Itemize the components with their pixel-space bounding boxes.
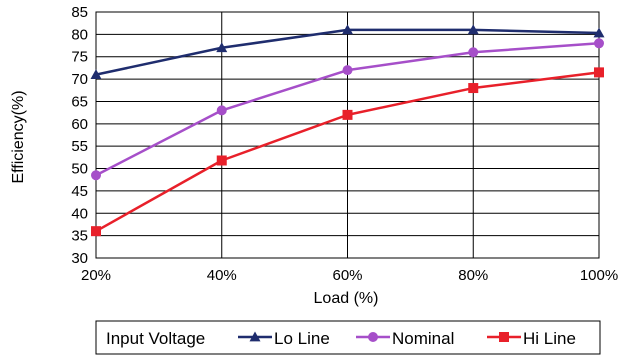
legend-marker-circle [368,332,378,342]
legend-label: Nominal [392,329,454,348]
y-tick-label: 70 [71,71,88,88]
y-axis-label: Efficiency(%) [10,90,27,183]
tick-labels: 30 35 40 45 50 55 60 65 70 75 80 85 20% 40% 60% 80% 100% [71,4,618,284]
data-point-square [594,67,604,78]
data-point-triangle [593,27,605,38]
legend-label: Lo Line [274,329,330,348]
legend-title: Input Voltage [106,329,205,348]
data-point-circle [594,38,604,49]
legend-item-nominal: Nominal [356,329,454,348]
data-point-triangle [90,69,102,80]
data-point-square [216,155,227,166]
series-nominal [91,38,604,181]
y-tick-label: 65 [71,93,88,110]
legend-marker-square [499,332,509,342]
legend-items: Lo Line Nominal Hi Line [238,329,576,348]
x-tick-label: 100% [580,267,618,284]
legend-item-hi-line: Hi Line [487,329,576,348]
y-tick-label: 40 [71,205,88,222]
data-point-triangle [216,42,228,53]
data-point-triangle [342,24,353,35]
y-tick-label: 35 [71,228,88,245]
data-point-circle [468,47,479,58]
data-point-square [468,83,479,94]
axes [95,11,600,259]
legend: Input Voltage Lo Line Nominal Hi Line [95,320,601,355]
y-tick-label: 30 [71,250,88,267]
data-point-circle [342,65,353,76]
series-hi-line [91,67,604,237]
plot-frame [95,11,600,259]
data-point-circle [91,170,101,181]
data-point-square [91,226,101,237]
y-tick-label: 75 [71,49,88,66]
x-tick-label: 60% [332,267,362,284]
legend-marker-triangle [249,331,261,342]
y-tick-label: 60 [71,116,88,133]
series-lo-line [90,24,605,80]
data-point-triangle [467,24,479,35]
data-point-circle [216,105,227,116]
y-tick-label: 45 [71,183,88,200]
data-point-square [342,109,353,120]
y-tick-label: 50 [71,161,88,178]
y-tick-label: 55 [71,138,88,155]
x-tick-label: 40% [207,267,237,284]
legend-label: Hi Line [523,329,576,348]
x-axis-label: Load (%) [314,290,379,307]
y-tick-label: 80 [71,26,88,43]
y-tick-label: 85 [71,4,88,21]
series-lines [90,24,605,237]
x-tick-label: 80% [458,267,488,284]
x-tick-label: 20% [81,267,111,284]
legend-item-lo-line: Lo Line [238,329,330,348]
